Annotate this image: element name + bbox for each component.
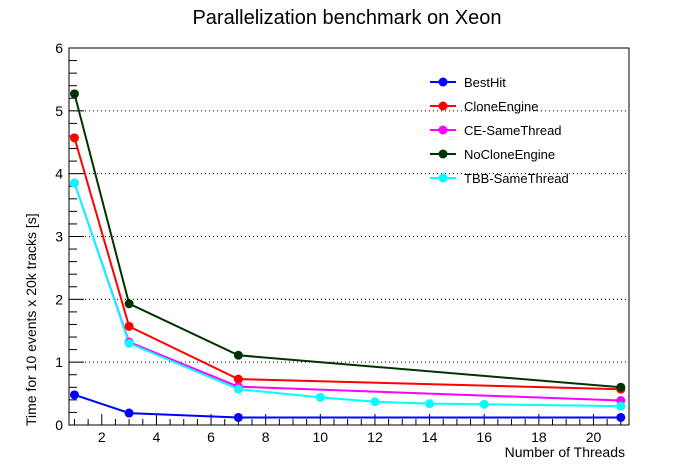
x-tick-label: 6: [207, 429, 215, 445]
data-point-tbb-samethread: [233, 384, 243, 394]
y-tick-label: 6: [55, 40, 63, 56]
data-point-tbb-samethread: [124, 338, 134, 348]
plot-frame: [68, 47, 630, 426]
series-line-besthit: [74, 393, 621, 419]
x-tick-label: 14: [422, 429, 438, 445]
x-tick-label: 18: [531, 429, 547, 445]
chart-title: Parallelization benchmark on Xeon: [192, 7, 501, 29]
data-point-besthit: [233, 412, 243, 422]
data-point-tbb-samethread: [370, 397, 380, 407]
y-tick-label: 0: [55, 417, 63, 433]
grid-layer: [69, 110, 629, 363]
series-line-ce-samethread: [73, 182, 621, 402]
legend-label: CE-SameThread: [464, 123, 562, 138]
legend-label: CloneEngine: [464, 99, 538, 114]
series-layer: [69, 89, 626, 422]
y-tick-label: 2: [55, 291, 63, 307]
legend-swatch-marker: [438, 125, 448, 135]
series-line-cloneengine: [73, 137, 621, 391]
legend-swatch-marker: [438, 77, 448, 87]
y-tick-label: 3: [55, 229, 63, 245]
data-point-tbb-samethread: [616, 401, 626, 411]
data-point-besthit: [124, 408, 134, 418]
x-tick-label: 20: [586, 429, 602, 445]
x-tick-label: 10: [313, 429, 329, 445]
data-point-besthit: [616, 412, 626, 422]
x-tick-label: 12: [367, 429, 383, 445]
legend-swatch-marker: [438, 101, 448, 111]
data-point-cloneengine: [69, 133, 79, 143]
data-point-besthit: [69, 390, 79, 400]
legend: BestHit CloneEngine CE-SameThread NoCloneEn…: [430, 75, 569, 186]
data-point-tbb-samethread: [479, 399, 489, 409]
x-tick-label: 8: [262, 429, 270, 445]
legend-label: NoCloneEngine: [464, 147, 555, 162]
x-tick-label: 4: [153, 429, 161, 445]
legend-swatch-marker: [438, 149, 448, 159]
series-line-tbb-samethread: [73, 182, 621, 408]
data-point-tbb-samethread: [69, 178, 79, 188]
y-tick-label: 1: [55, 354, 63, 370]
data-point-nocloneengine: [616, 382, 626, 392]
series-line-nocloneengine: [73, 93, 621, 389]
data-point-tbb-samethread: [315, 392, 325, 402]
y-tick-label: 4: [55, 166, 63, 182]
x-tick-label: 16: [476, 429, 492, 445]
data-point-cloneengine: [233, 374, 243, 384]
data-point-tbb-samethread: [425, 399, 435, 409]
x-axis-label: Number of Threads: [505, 444, 625, 460]
y-tick-label: 5: [55, 103, 63, 119]
legend-label: BestHit: [464, 75, 506, 90]
data-point-cloneengine: [124, 321, 134, 331]
legend-swatch-marker: [438, 173, 448, 183]
legend-label: TBB-SameThread: [464, 171, 569, 186]
x-tick-label: 2: [98, 429, 106, 445]
data-point-nocloneengine: [69, 89, 79, 99]
data-point-nocloneengine: [124, 299, 134, 309]
data-point-nocloneengine: [233, 350, 243, 360]
y-axis-label: Time for 10 events x 20k tracks [s]: [23, 213, 39, 426]
